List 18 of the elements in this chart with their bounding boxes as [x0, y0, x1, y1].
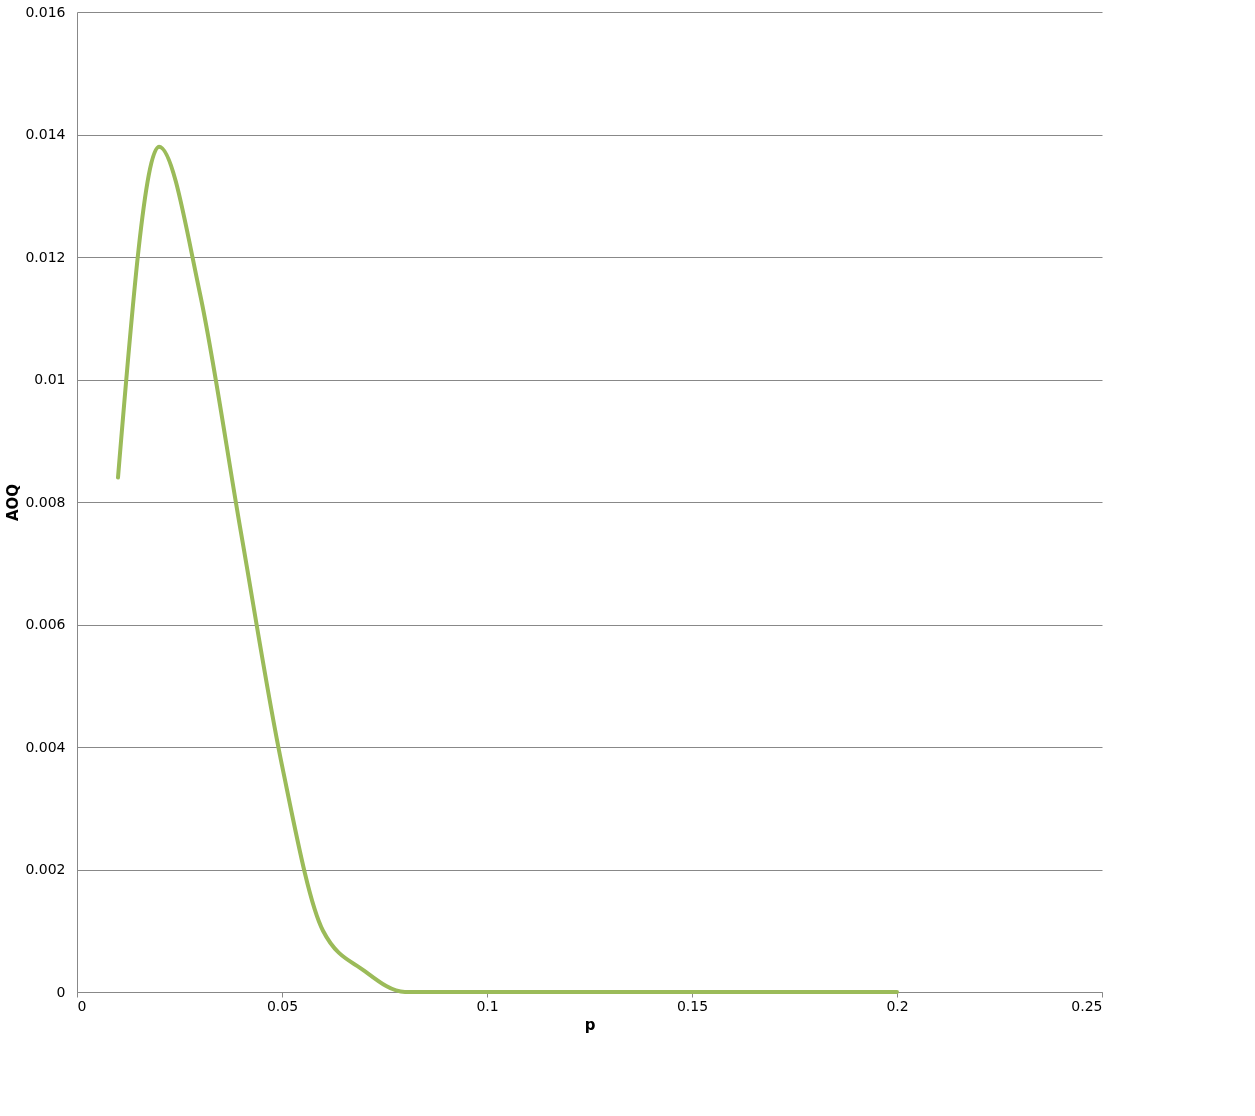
x-tick-label: 0.15	[676, 997, 709, 1014]
y-tick-label: 0.002	[25, 861, 66, 877]
y-axis-title: AOQ	[4, 483, 23, 522]
y-tick-label: 0	[56, 983, 66, 1000]
x-tick-label: 0.2	[886, 997, 909, 1014]
y-tick-label: 0.014	[25, 126, 66, 142]
y-tick-label: 0.008	[25, 493, 66, 510]
y-tick-label: 0.016	[25, 3, 66, 20]
x-axis-title: p	[584, 1015, 596, 1034]
y-tick-label: 0.004	[25, 738, 66, 755]
line-series	[116, 144, 899, 994]
x-tick-label: 0	[77, 997, 87, 1014]
x-tick-label: 0.05	[266, 997, 299, 1014]
y-tick-label: 0.012	[25, 248, 66, 265]
x-tick-label: 0.25	[1071, 997, 1103, 1014]
y-tick-label: 0.01	[34, 371, 66, 387]
x-tick-label: 0.1	[476, 997, 499, 1014]
y-tick-label: 0.006	[25, 616, 66, 632]
